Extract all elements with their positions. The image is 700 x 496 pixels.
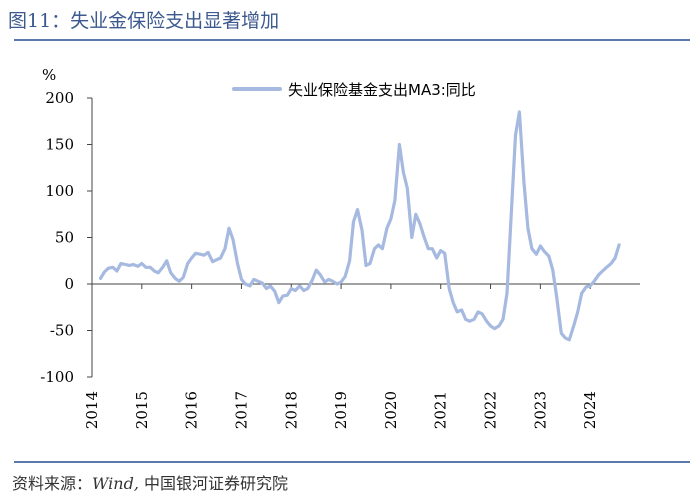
y-tick-label: 200 <box>45 89 74 107</box>
source-wind: Wind, <box>92 474 139 493</box>
x-axis-ticks: 2014 2015 2016 2017 2018 2019 2020 2021 2022 2023… <box>83 284 599 429</box>
x-tick-label: 2024 <box>581 391 599 429</box>
x-tick-label: 2021 <box>432 391 450 429</box>
x-tick-label: 2017 <box>232 391 250 429</box>
x-tick-label: 2018 <box>282 391 300 429</box>
title-divider <box>14 39 690 41</box>
y-tick-label: 50 <box>55 229 74 247</box>
line-chart: 200 150 100 50 0 -50 -100 2014 2015 2016 2017 2018… <box>40 66 640 429</box>
chart-title: 图11：失业金保险支出显著增加 <box>8 10 280 32</box>
source-note: 资料来源：Wind, 中国银河证券研究院 <box>12 470 288 494</box>
x-tick-label: 2015 <box>133 391 151 429</box>
x-tick-label: 2020 <box>382 391 400 429</box>
y-tick-label: -50 <box>50 322 74 340</box>
footer-divider <box>14 461 690 463</box>
y-tick-label: -100 <box>40 368 74 386</box>
x-tick-label: 2023 <box>531 391 549 429</box>
source-org: 中国银河证券研究院 <box>144 474 289 493</box>
y-tick-label: 100 <box>45 182 74 200</box>
chart-series <box>98 110 621 342</box>
y-axis-ticks: 200 150 100 50 0 -50 -100 <box>40 89 92 386</box>
x-tick-label: 2014 <box>83 391 101 429</box>
x-tick-label: 2019 <box>332 391 350 429</box>
y-axis-unit-label: % <box>42 66 56 84</box>
series-line <box>98 110 621 342</box>
chart-axes <box>91 98 640 377</box>
legend-label: 失业保险基金支出MA3:同比 <box>288 81 476 99</box>
source-label: 资料来源： <box>12 474 93 493</box>
x-tick-label: 2016 <box>183 391 201 429</box>
chart-legend: 失业保险基金支出MA3:同比 <box>232 81 476 99</box>
x-tick-label: 2022 <box>482 391 500 429</box>
y-tick-label: 0 <box>64 275 74 293</box>
y-tick-label: 150 <box>45 136 74 154</box>
